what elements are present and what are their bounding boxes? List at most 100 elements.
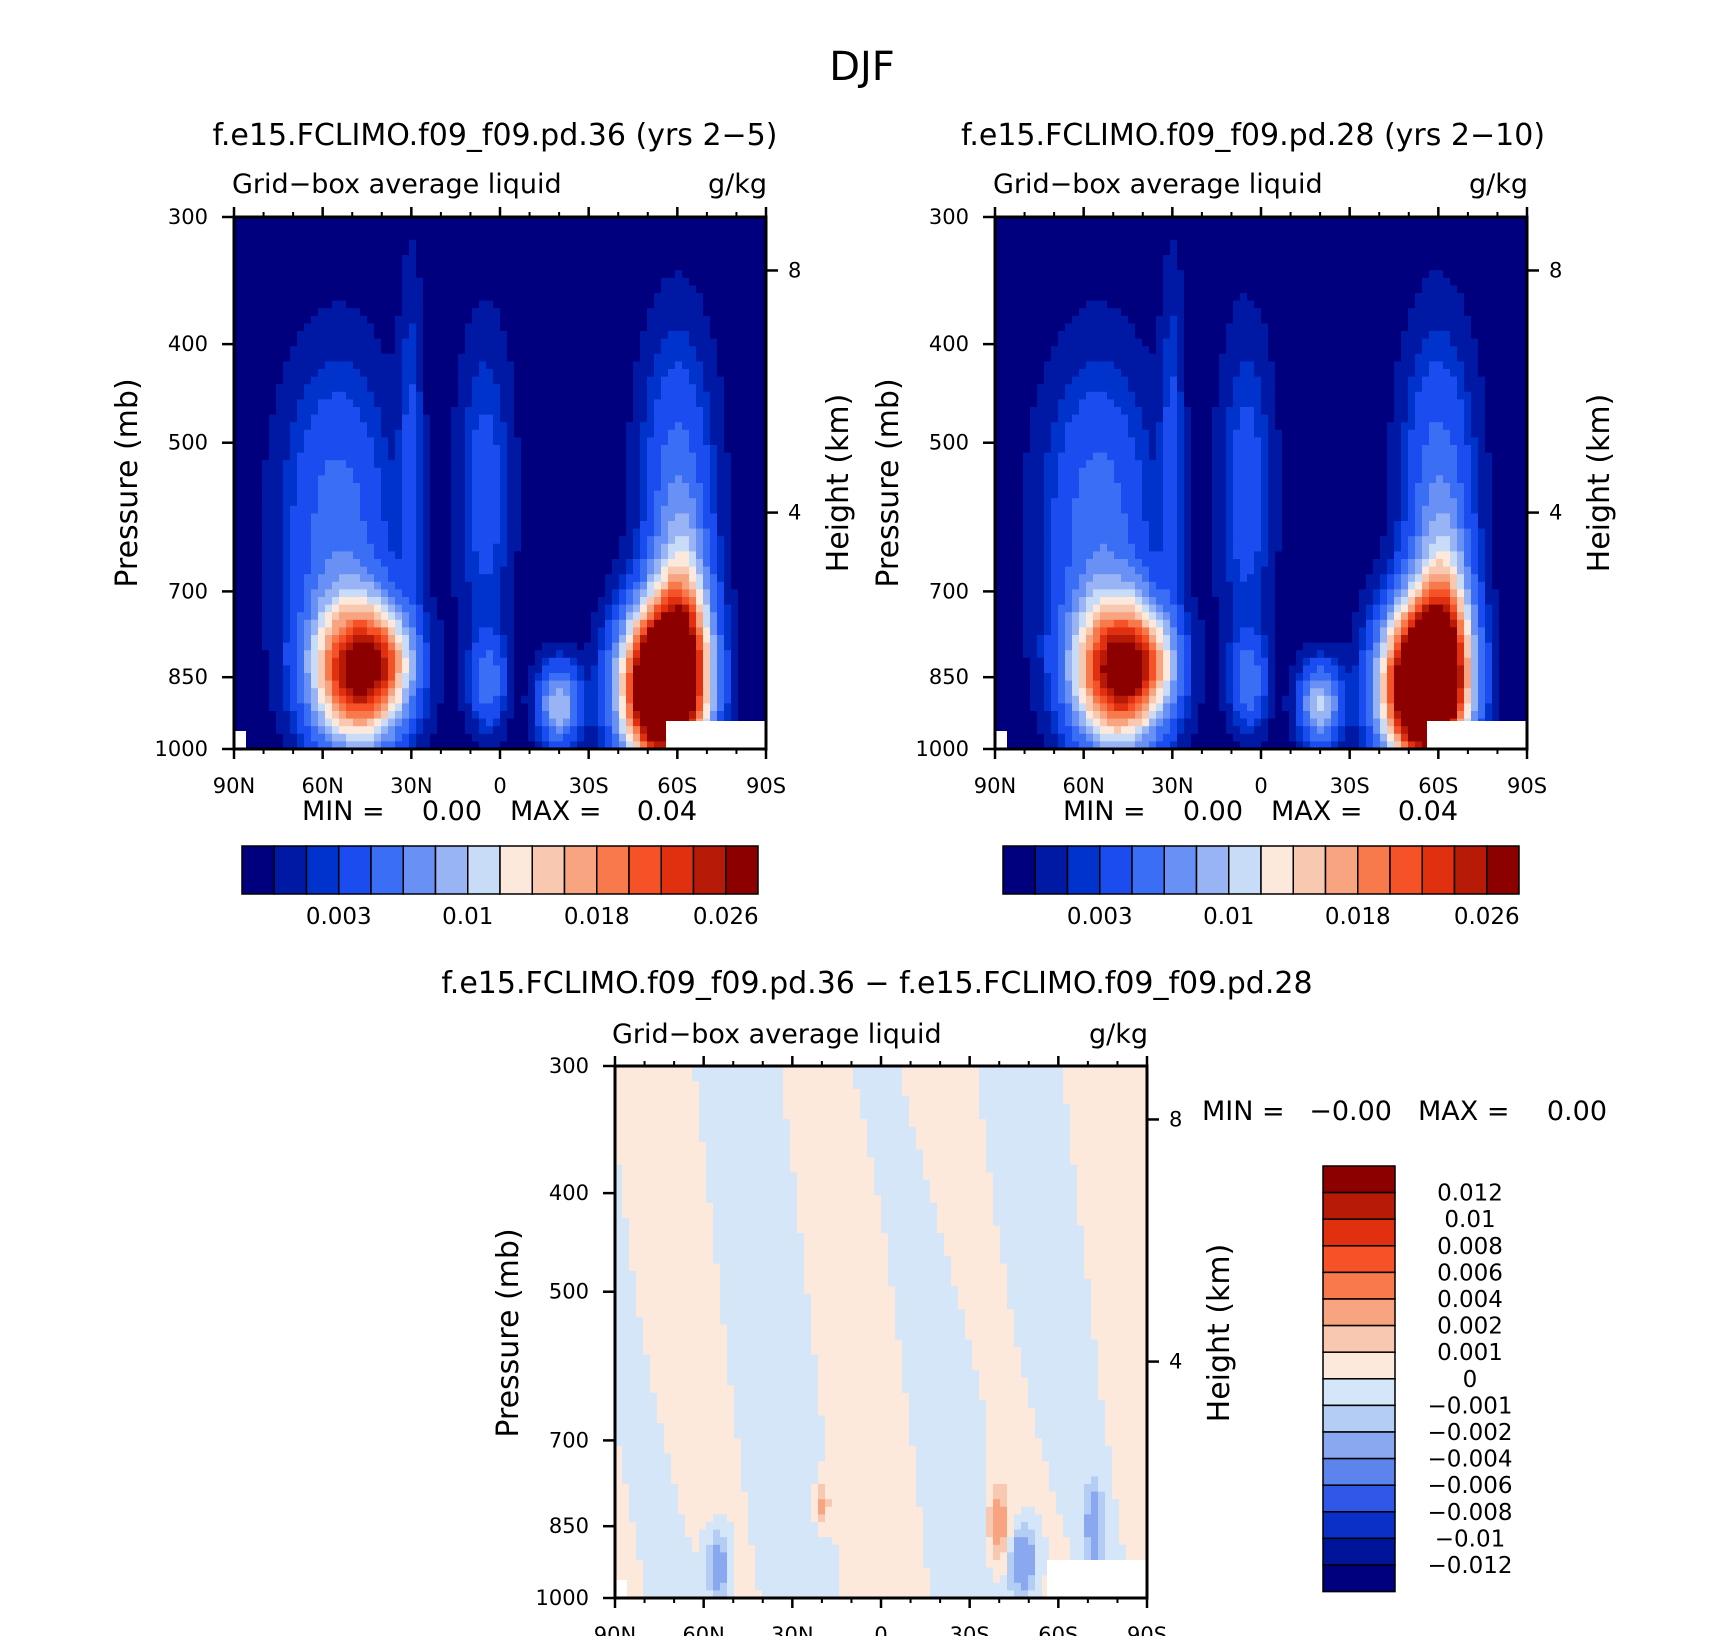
panel-1-cell — [269, 680, 277, 689]
panel-1-cell — [346, 528, 354, 537]
panel-1-cell — [521, 239, 529, 248]
panel-1-cell — [752, 536, 760, 545]
panel-1-cell — [682, 452, 690, 461]
panel-1-cell — [374, 407, 382, 416]
panel-1-cell — [570, 505, 578, 514]
panel-1-cell — [759, 376, 766, 385]
panel-1-cell — [528, 285, 536, 294]
panel-1-cell — [241, 711, 249, 720]
panel-1-cell — [577, 505, 585, 514]
panel-1-cell — [493, 627, 501, 636]
panel-1-cell — [402, 490, 410, 499]
panel-1-cell — [234, 224, 242, 233]
panel-1-cell — [759, 680, 766, 689]
panel-1-cell — [717, 270, 725, 279]
panel-1-cell — [577, 460, 585, 469]
panel-1-cell — [493, 293, 501, 302]
panel-1-cell — [318, 574, 326, 583]
panel-1-cell — [416, 619, 424, 628]
panel-1-cell — [633, 589, 641, 598]
panel-1-cell — [577, 521, 585, 530]
panel-1-cell — [332, 627, 340, 636]
panel-1-cell — [675, 353, 683, 362]
panel-1-cell — [612, 369, 620, 378]
panel-1-cell — [668, 536, 676, 545]
panel-1-cell — [248, 323, 256, 332]
panel-1-cell — [395, 376, 403, 385]
panel-1-cell — [605, 673, 613, 682]
panel-1-cell — [374, 513, 382, 522]
panel-1-cell — [647, 315, 655, 324]
panel-1-cell — [318, 331, 326, 340]
panel-1-cell — [409, 384, 417, 393]
panel-1-cell — [479, 551, 487, 560]
panel-1-cell — [388, 353, 396, 362]
panel-1-cell — [500, 452, 508, 461]
panel-1-cell — [276, 270, 284, 279]
panel-1-cell — [430, 399, 438, 408]
panel-1-cell — [332, 604, 340, 613]
panel-1-cell — [479, 293, 487, 302]
panel-1-cell — [360, 589, 368, 598]
panel-1-cell — [416, 217, 424, 226]
panel-1-cell — [381, 315, 389, 324]
panel-1-cell — [619, 513, 627, 522]
panel-1-cell — [689, 551, 697, 560]
panel-1-cell — [346, 711, 354, 720]
panel-1-cell — [444, 581, 452, 590]
panel-1-cell — [500, 559, 508, 568]
panel-1-cell — [507, 521, 515, 530]
panel-1-cell — [759, 315, 766, 324]
panel-1-cell — [654, 217, 662, 226]
panel-1-cell — [598, 490, 606, 499]
panel-1-cell — [752, 399, 760, 408]
panel-1-cell — [402, 232, 410, 241]
panel-1-cell — [654, 300, 662, 309]
panel-1-cell — [409, 513, 417, 522]
panel-1-cell — [297, 429, 305, 438]
panel-1-cell — [437, 422, 445, 431]
panel-1-cell — [388, 574, 396, 583]
panel-1-cell — [619, 559, 627, 568]
panel-1-cell — [339, 695, 347, 704]
panel-1-cell — [710, 452, 718, 461]
panel-1-cell — [752, 551, 760, 560]
panel-1-cell — [591, 308, 599, 317]
panel-1-cell — [668, 627, 676, 636]
panel-1-cell — [367, 255, 375, 264]
panel-1-cell — [563, 680, 571, 689]
panel-1-cell — [577, 566, 585, 575]
panel-1-cell — [486, 239, 494, 248]
panel-1-cell — [619, 217, 627, 226]
panel-1-cell — [416, 581, 424, 590]
panel-1-cell — [255, 467, 263, 476]
panel-1-cell — [360, 247, 368, 256]
panel-1-cell — [458, 217, 466, 226]
panel-1-cell — [409, 581, 417, 590]
panel-1-cell — [563, 574, 571, 583]
panel-1-cell — [605, 224, 613, 233]
panel-1-cell — [458, 627, 466, 636]
panel-1-cell — [311, 543, 319, 552]
panel-1-cell — [549, 270, 557, 279]
panel-1-cell — [325, 581, 333, 590]
panel-1-cell — [738, 429, 746, 438]
panel-1-cell — [388, 475, 396, 484]
panel-1-cell — [332, 650, 340, 659]
panel-1-cell — [647, 300, 655, 309]
panel-1-cell — [738, 604, 746, 613]
panel-1-cell — [724, 270, 732, 279]
panel-1-cell — [521, 635, 529, 644]
panel-1-cell — [528, 262, 536, 271]
panel-1-cell — [556, 323, 564, 332]
panel-1-cell — [297, 543, 305, 552]
panel-1-cell — [409, 612, 417, 621]
panel-1-cell — [360, 536, 368, 545]
panel-1-cell — [563, 323, 571, 332]
panel-1-cell — [577, 475, 585, 484]
panel-1-cell — [402, 384, 410, 393]
panel-1-cell — [339, 429, 347, 438]
panel-1-cell — [591, 391, 599, 400]
panel-1-cell — [689, 657, 697, 666]
panel-1-cell — [486, 293, 494, 302]
